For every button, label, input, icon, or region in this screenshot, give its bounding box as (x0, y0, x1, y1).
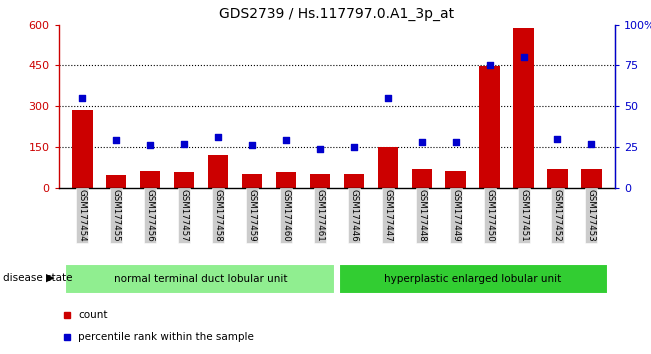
Bar (514, 28, 534, 188)
Text: percentile rank within the sample: percentile rank within the sample (78, 332, 254, 342)
Bar (242, 173, 262, 188)
Bar (310, 173, 330, 188)
Point (484, 63, 495, 68)
Text: GSM177448: GSM177448 (417, 189, 426, 242)
Bar (140, 171, 160, 188)
Text: GSM177453: GSM177453 (587, 189, 596, 242)
Point (383, 95, 393, 101)
Text: GSM177459: GSM177459 (247, 189, 256, 242)
Text: GSM177446: GSM177446 (350, 189, 358, 242)
Point (552, 136, 562, 142)
Text: count: count (78, 310, 107, 320)
Text: normal terminal duct lobular unit: normal terminal duct lobular unit (115, 274, 288, 284)
Text: GSM177451: GSM177451 (519, 189, 528, 242)
Bar (72, 110, 92, 188)
Text: GSM177455: GSM177455 (112, 189, 121, 242)
Bar (106, 175, 126, 188)
Text: GSM177460: GSM177460 (281, 189, 290, 242)
Title: GDS2739 / Hs.117797.0.A1_3p_at: GDS2739 / Hs.117797.0.A1_3p_at (219, 7, 454, 21)
Point (417, 139, 427, 145)
Point (518, 55, 529, 60)
Point (213, 134, 223, 140)
Bar (581, 169, 602, 188)
Bar (65, 264, 335, 294)
Text: GSM177458: GSM177458 (214, 189, 223, 242)
Point (247, 142, 257, 148)
Point (314, 146, 325, 152)
Point (145, 142, 156, 148)
Bar (208, 154, 229, 188)
Point (111, 138, 122, 143)
Bar (339, 264, 609, 294)
Text: GSM177454: GSM177454 (78, 189, 87, 242)
Point (281, 138, 291, 143)
Text: GSM177450: GSM177450 (485, 189, 494, 242)
Bar (344, 173, 364, 188)
Point (77, 95, 87, 101)
Text: disease state: disease state (3, 273, 73, 283)
Text: GSM177456: GSM177456 (146, 189, 155, 242)
Bar (411, 169, 432, 188)
Bar (547, 169, 568, 188)
Text: ▶: ▶ (46, 273, 54, 283)
Text: GSM177449: GSM177449 (451, 189, 460, 242)
Text: GSM177447: GSM177447 (383, 189, 393, 242)
Point (179, 141, 189, 147)
Point (349, 144, 359, 150)
Bar (174, 172, 195, 188)
Text: hyperplastic enlarged lobular unit: hyperplastic enlarged lobular unit (384, 274, 561, 284)
Text: GSM177461: GSM177461 (316, 189, 324, 242)
Bar (276, 172, 296, 188)
Point (450, 139, 461, 145)
Bar (378, 147, 398, 188)
Bar (445, 171, 466, 188)
Bar (479, 66, 500, 188)
Text: GSM177457: GSM177457 (180, 189, 189, 242)
Point (587, 141, 597, 147)
Text: GSM177452: GSM177452 (553, 189, 562, 242)
